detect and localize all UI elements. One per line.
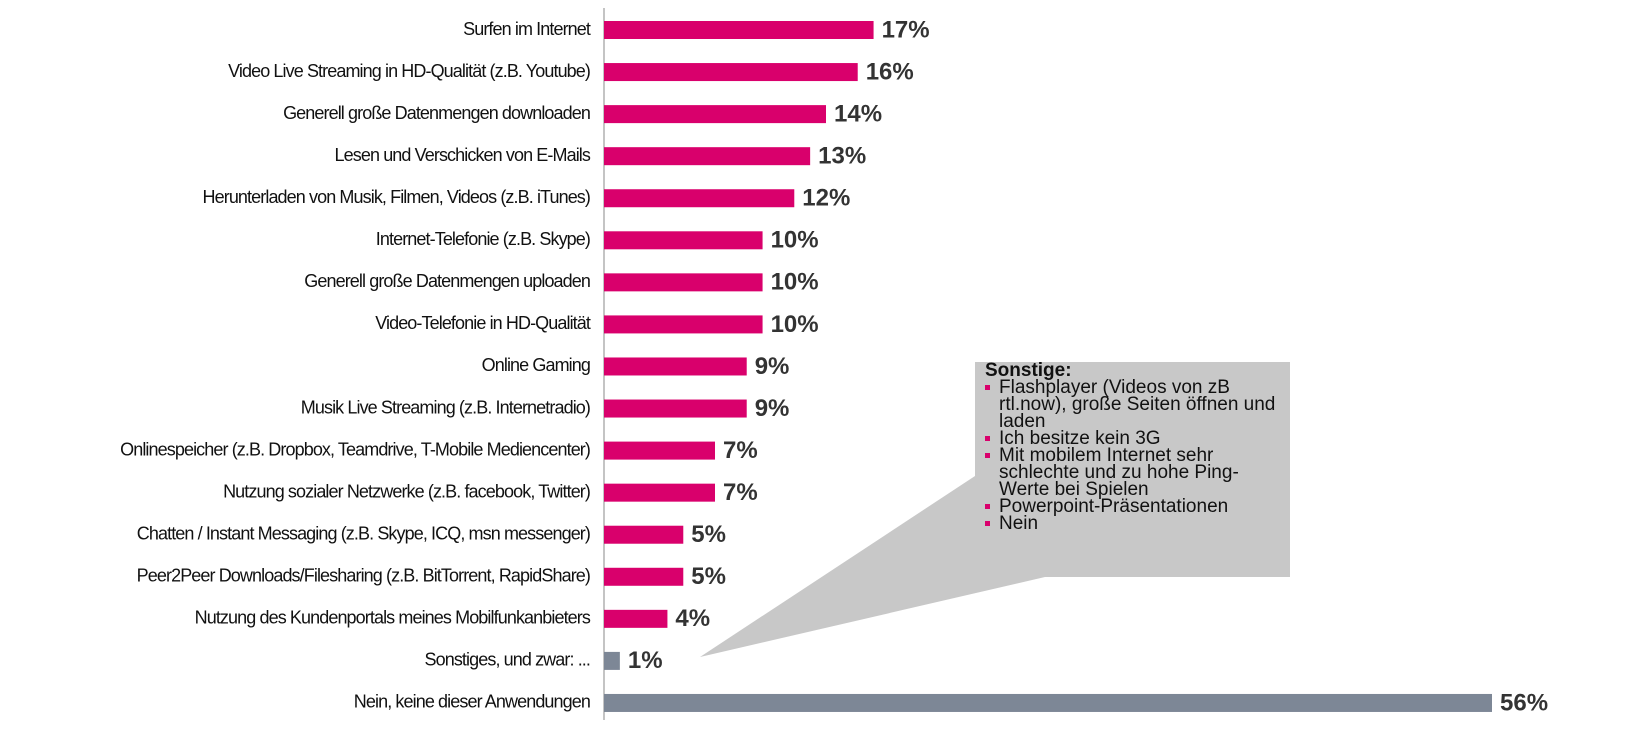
annotation-item: Nein xyxy=(985,514,1285,533)
category-label: Lesen und Verschicken von E-Mails xyxy=(335,145,591,165)
annotation: Sonstige: Flashplayer (Videos von zB rtl… xyxy=(985,360,1285,533)
bar xyxy=(604,693,1492,712)
bar xyxy=(604,105,826,124)
category-label: Generell große Datenmengen downloaden xyxy=(283,103,590,123)
annotation-list: Flashplayer (Videos von zB rtl.now), gro… xyxy=(985,378,1285,533)
category-label: Video Live Streaming in HD-Qualität (z.B… xyxy=(228,61,590,81)
bar xyxy=(604,441,715,460)
bar xyxy=(604,651,620,670)
bar xyxy=(604,63,858,82)
category-label: Onlinespeicher (z.B. Dropbox, Teamdrive,… xyxy=(120,439,590,459)
value-label: 4% xyxy=(675,605,710,632)
annotation-box xyxy=(975,362,1290,577)
value-label: 5% xyxy=(691,563,726,590)
annotation-item: Powerpoint-Präsentationen xyxy=(985,497,1285,516)
value-label: 7% xyxy=(723,479,758,506)
bar xyxy=(604,483,715,502)
annotation-item: Mit mobilem Internet sehr schlechte und … xyxy=(985,446,1285,499)
bar xyxy=(604,231,763,250)
category-label: Nein, keine dieser Anwendungen xyxy=(354,692,590,712)
category-label: Generell große Datenmengen uploaden xyxy=(304,271,590,291)
category-label: Online Gaming xyxy=(482,355,590,375)
value-label: 9% xyxy=(755,353,790,380)
value-label: 10% xyxy=(771,311,819,338)
bar xyxy=(604,609,668,628)
value-label: 17% xyxy=(882,16,930,43)
category-label: Peer2Peer Downloads/Filesharing (z.B. Bi… xyxy=(137,566,590,586)
category-label: Chatten / Instant Messaging (z.B. Skype,… xyxy=(137,523,590,543)
bar xyxy=(604,21,874,39)
bar xyxy=(604,399,747,418)
value-label: 7% xyxy=(723,437,758,464)
bar xyxy=(604,567,684,586)
value-label: 56% xyxy=(1500,689,1548,716)
bar xyxy=(604,357,747,376)
bar xyxy=(604,273,763,292)
category-label: Sonstiges, und zwar: ... xyxy=(425,650,591,670)
category-label: Surfen im Internet xyxy=(463,19,591,39)
bar xyxy=(604,189,795,208)
value-label: 10% xyxy=(771,269,819,296)
category-label: Video-Telefonie in HD-Qualität xyxy=(375,313,591,333)
value-label: 12% xyxy=(802,185,850,212)
value-label: 10% xyxy=(771,227,819,254)
category-label: Nutzung des Kundenportals meines Mobilfu… xyxy=(195,608,591,628)
bar xyxy=(604,315,763,334)
category-label: Nutzung sozialer Netzwerke (z.B. faceboo… xyxy=(223,481,590,501)
value-label: 14% xyxy=(834,100,882,127)
annotation-title: Sonstige: xyxy=(985,360,1072,381)
annotation-item: Ich besitze kein 3G xyxy=(985,429,1285,448)
value-label: 16% xyxy=(866,58,914,85)
annotation-pointer xyxy=(700,476,1045,657)
category-label: Internet-Telefonie (z.B. Skype) xyxy=(376,229,590,249)
category-label: Musik Live Streaming (z.B. Internetradio… xyxy=(301,397,590,417)
category-label: Herunterladen von Musik, Filmen, Videos … xyxy=(203,187,590,207)
value-label: 1% xyxy=(628,647,663,674)
bar xyxy=(604,147,811,166)
annotation-item: Flashplayer (Videos von zB rtl.now), gro… xyxy=(985,378,1285,431)
value-label: 9% xyxy=(755,395,790,422)
value-label: 13% xyxy=(818,143,866,170)
value-label: 5% xyxy=(691,521,726,548)
bar xyxy=(604,525,684,544)
